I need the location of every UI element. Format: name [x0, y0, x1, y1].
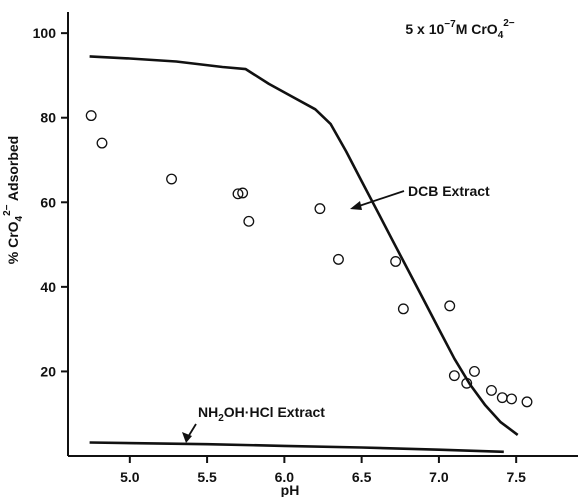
condition-exp: −7	[444, 19, 456, 30]
y-label-prefix: % CrO	[5, 221, 21, 264]
observed-point	[461, 377, 473, 389]
y-tick-label: 40	[40, 279, 56, 295]
observed-point	[496, 392, 508, 404]
y-tick-label: 100	[33, 25, 57, 41]
observed-point	[237, 187, 249, 199]
observed-point	[314, 203, 326, 215]
x-tick-label: 6.5	[352, 469, 372, 485]
observed-point	[232, 188, 244, 200]
observed-point	[333, 253, 344, 265]
marks	[85, 55, 533, 454]
observed-point	[397, 303, 409, 315]
dcb-arrowhead	[350, 201, 362, 210]
nh2oh-label-pre: NH	[198, 404, 218, 420]
observed-point	[85, 110, 97, 122]
y-axis-label: % CrO42− Adsorbed	[2, 136, 25, 264]
y-tick-label: 80	[40, 110, 56, 126]
y-label-suffix: Adsorbed	[5, 136, 21, 205]
x-tick-label: 7.0	[429, 469, 449, 485]
x-tick-label: 5.0	[120, 469, 140, 485]
x-axis-label: pH	[281, 482, 300, 497]
nh2oh-label-post: OH·HCl Extract	[224, 404, 325, 420]
observed-point	[506, 393, 517, 405]
axes: 5.0 5.5 6.0 6.5 7.0 7.5 20 40 60 80 100	[33, 12, 578, 485]
dcb-extract-curve	[89, 55, 519, 436]
observed-point	[486, 385, 497, 396]
x-tick-label: 5.5	[197, 469, 217, 485]
observed-point	[469, 365, 480, 377]
observed-point	[96, 137, 108, 149]
observed-point	[243, 215, 255, 227]
condition-main: 5 x 10	[405, 21, 444, 37]
dcb-label: DCB Extract	[408, 183, 490, 199]
observed-point	[444, 300, 456, 312]
y-tick-label: 20	[40, 363, 56, 379]
nh2oh-label: NH2OH·HCl Extract	[198, 404, 325, 424]
y-label-sub: 4	[14, 215, 25, 221]
condition-sub: 4	[498, 30, 504, 41]
observed-point	[390, 256, 402, 267]
condition-label: 5 x 10−7M CrO42−	[405, 18, 514, 41]
x-tick-label: 6.0	[275, 469, 295, 485]
observed-point	[448, 370, 460, 382]
y-tick-label: 60	[40, 194, 56, 210]
condition-mid: M CrO	[456, 21, 498, 37]
observed-point	[166, 173, 177, 185]
nh2oh-arrowhead	[182, 432, 192, 443]
condition-sup: 2−	[503, 18, 515, 29]
nh2oh-label-sub: 2	[218, 413, 224, 424]
dcb-arrow-line	[355, 190, 405, 208]
y-label-sup: 2−	[2, 204, 13, 216]
nh2oh-arrow-line	[187, 423, 197, 438]
x-tick-label: 7.5	[506, 469, 526, 485]
nh2oh-extract-curve	[89, 441, 504, 454]
observed-point	[521, 396, 533, 408]
